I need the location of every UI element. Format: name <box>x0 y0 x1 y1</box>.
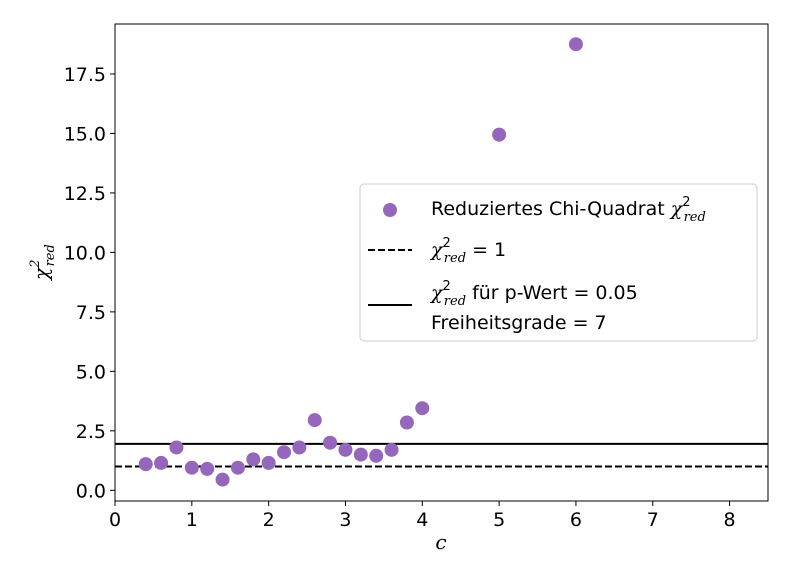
x-tick-label: 8 <box>724 509 736 531</box>
data-point <box>184 460 199 475</box>
data-point <box>369 448 384 463</box>
x-tick-label: 2 <box>263 509 275 531</box>
data-point <box>384 442 399 457</box>
y-tick-label: 12.5 <box>64 183 106 205</box>
data-point <box>323 435 338 450</box>
legend-label-scatter: Reduziertes Chi-Quadrat χ2 red <box>431 195 706 225</box>
x-tick-label: 3 <box>339 509 351 531</box>
data-point <box>492 127 507 142</box>
y-tick-label: 17.5 <box>64 64 106 86</box>
y-tick-label: 7.5 <box>76 302 106 324</box>
y-tick-label: 5.0 <box>76 361 106 383</box>
y-tick-label: 10.0 <box>64 242 106 264</box>
data-point <box>138 457 153 472</box>
data-point <box>277 445 292 460</box>
x-tick-label: 6 <box>570 509 582 531</box>
data-point <box>399 415 414 430</box>
data-point <box>154 455 169 470</box>
plot-frame <box>114 23 769 502</box>
x-axis-label: c <box>435 530 446 554</box>
data-point <box>246 452 261 467</box>
data-point <box>215 472 230 487</box>
legend-marker-scatter <box>383 203 397 217</box>
data-point <box>200 461 215 476</box>
data-point <box>307 413 322 428</box>
data-point <box>230 460 245 475</box>
x-tick-label: 1 <box>186 509 198 531</box>
legend-label-dashed: χ2 red = 1 <box>429 236 506 266</box>
legend-label-solid-line2: Freiheitsgrade = 7 <box>431 312 607 334</box>
data-point <box>568 37 583 52</box>
data-point <box>261 455 276 470</box>
data-point <box>169 440 184 455</box>
y-tick-label: 2.5 <box>76 421 106 443</box>
y-axis-label: χ2red <box>28 244 58 282</box>
x-tick-label: 4 <box>416 509 428 531</box>
y-tick-label: 15.0 <box>64 123 106 145</box>
legend-label-solid: χ2 red für p-Wert = 0.05 <box>429 279 638 309</box>
data-point <box>353 447 368 462</box>
data-point <box>415 401 430 416</box>
legend: Reduziertes Chi-Quadrat χ2 red χ2 red = 1 … <box>359 183 758 342</box>
x-tick-label: 0 <box>109 509 121 531</box>
data-point <box>338 442 353 457</box>
x-tick-label: 5 <box>493 509 505 531</box>
legend-frame <box>359 183 758 342</box>
y-tick-label: 0.0 <box>76 480 106 502</box>
x-tick-label: 7 <box>647 509 659 531</box>
data-point <box>292 440 307 455</box>
